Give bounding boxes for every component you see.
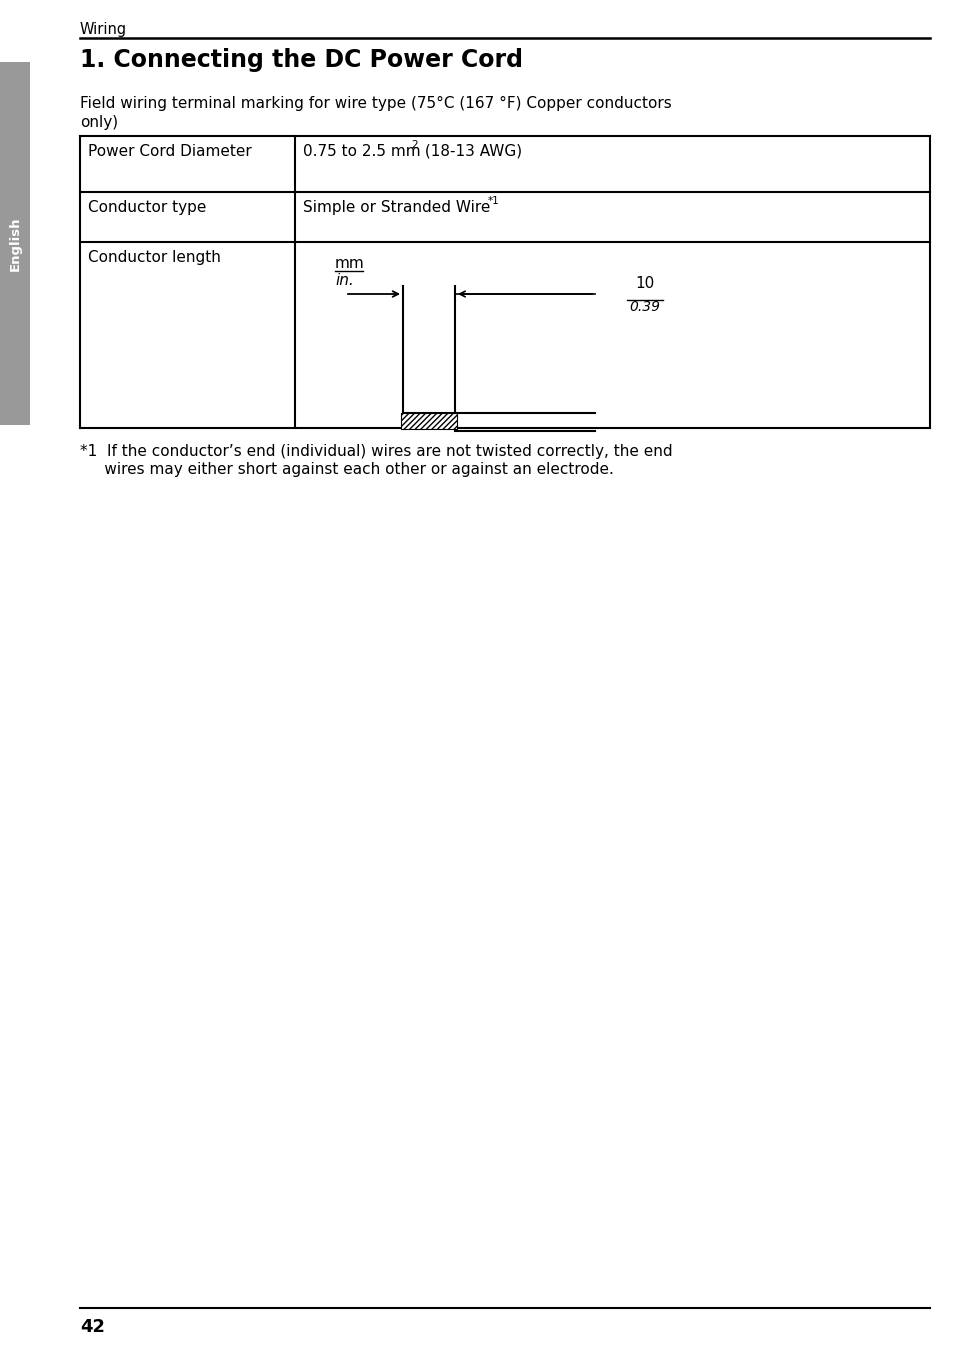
Text: Conductor length: Conductor length: [88, 250, 221, 265]
Bar: [400, 413, 456, 429]
Text: Field wiring terminal marking for wire type (75°C (167 °F) Copper conductors: Field wiring terminal marking for wire t…: [80, 95, 671, 112]
Text: 1. Connecting the DC Power Cord: 1. Connecting the DC Power Cord: [80, 48, 522, 73]
Text: wires may either short against each other or against an electrode.: wires may either short against each othe…: [80, 461, 613, 477]
Text: Wiring: Wiring: [80, 22, 127, 38]
Text: 42: 42: [80, 1318, 105, 1336]
Text: Power Cord Diameter: Power Cord Diameter: [88, 144, 252, 159]
Text: only): only): [80, 116, 118, 130]
Text: *1  If the conductor’s end (individual) wires are not twisted correctly, the end: *1 If the conductor’s end (individual) w…: [80, 444, 672, 459]
Text: (18-13 AWG): (18-13 AWG): [419, 144, 521, 159]
Text: mm: mm: [335, 256, 364, 270]
Text: *1: *1: [488, 196, 499, 206]
Text: Simple or Stranded Wire: Simple or Stranded Wire: [303, 200, 490, 215]
Text: Conductor type: Conductor type: [88, 200, 206, 215]
Text: 0.75 to 2.5 mm: 0.75 to 2.5 mm: [303, 144, 420, 159]
Text: English: English: [9, 217, 22, 270]
Bar: [0, 62, 30, 425]
Text: 0.39: 0.39: [629, 300, 659, 313]
Text: 2: 2: [411, 140, 417, 151]
Text: in.: in.: [335, 273, 354, 288]
Text: 10: 10: [635, 276, 654, 291]
